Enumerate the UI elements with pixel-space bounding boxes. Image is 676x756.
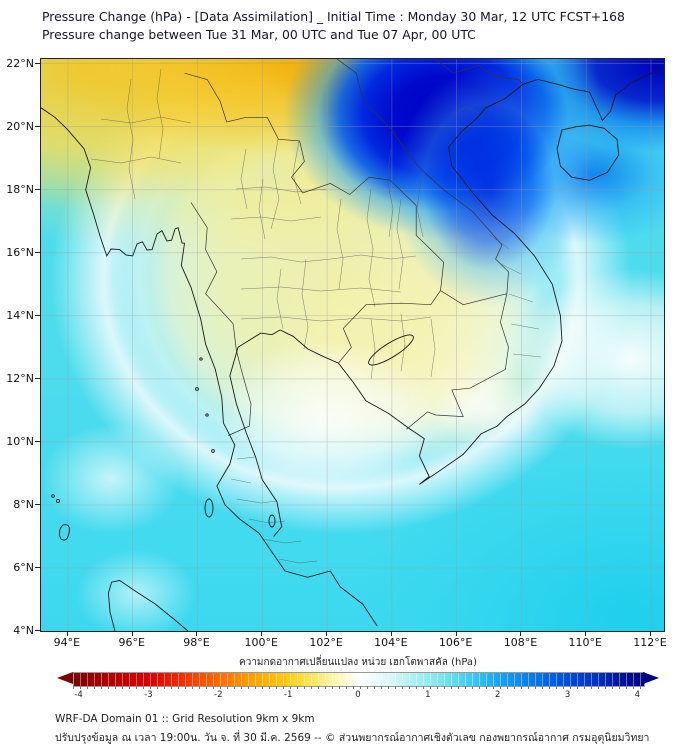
- colorbar-tick-label: 2: [494, 690, 501, 700]
- y-axis-label: 18°N: [6, 182, 34, 196]
- colorbar-left-arrow: [57, 672, 73, 684]
- colorbar-tick-label: 4: [634, 690, 641, 700]
- province-boundaries: [90, 68, 542, 564]
- x-tick: [455, 631, 457, 636]
- page-title: Pressure Change (hPa) - [Data Assimilati…: [42, 9, 625, 24]
- y-tick: [35, 188, 40, 190]
- map-overlay-svg: [41, 59, 664, 631]
- x-axis-labels: 94°E 96°E 98°E 100°E 102°E 104°E 106°E 108°E 110…: [40, 634, 667, 650]
- colorbar-tick-label: 1: [425, 690, 431, 700]
- colorbar-title: ความกดอากาศเปลี่ยนแปลง หน่วย เฮกโตพาสคัล…: [239, 657, 477, 668]
- colorbar-right-arrow: [643, 672, 659, 684]
- y-axis-label: 4°N: [13, 623, 34, 637]
- y-tick: [35, 503, 40, 505]
- y-axis-label: 22°N: [6, 56, 34, 70]
- colorbar-tick-labels: -4 -3 -2 -1 0 1 2 3 4: [73, 690, 643, 702]
- coastlines: [41, 68, 664, 631]
- graticule-gridlines: [41, 59, 664, 631]
- y-axis-label: 6°N: [13, 560, 34, 574]
- y-axis-label: 12°N: [6, 371, 34, 385]
- y-tick: [35, 377, 40, 379]
- y-tick: [35, 62, 40, 64]
- x-axis-label: 106°E: [438, 636, 473, 649]
- colorbar-tick-label: -4: [74, 690, 83, 700]
- colorbar-tick-label: -2: [214, 690, 223, 700]
- y-axis-label: 20°N: [6, 119, 34, 133]
- y-axis-label: 16°N: [6, 245, 34, 259]
- colorbar-tick-label: -1: [283, 690, 293, 700]
- x-axis-label: 112°E: [633, 636, 667, 649]
- footer-agency-info: ปรับปรุงข้อมูล ณ เวลา 19:00น. วัน จ. ที่…: [55, 732, 650, 744]
- x-axis-label: 108°E: [503, 636, 538, 649]
- x-axis-label: 104°E: [374, 636, 408, 649]
- colorbar-minor-ticks: [73, 686, 643, 689]
- y-axis-label: 14°N: [6, 308, 34, 322]
- colorbar-tick-label: 3: [564, 690, 571, 700]
- x-tick: [650, 631, 651, 636]
- x-axis-label: 96°E: [118, 636, 145, 649]
- colorbar-tick-label: 0: [355, 690, 361, 700]
- x-tick: [261, 631, 263, 636]
- x-axis-label: 98°E: [183, 636, 210, 649]
- y-axis-label: 10°N: [6, 434, 34, 448]
- y-tick: [35, 125, 40, 127]
- y-tick: [35, 314, 40, 316]
- footer-domain-info: WRF-DA Domain 01 :: Grid Resolution 9km …: [55, 713, 315, 725]
- x-axis-label: 102°E: [309, 636, 343, 649]
- x-tick: [66, 631, 68, 636]
- x-tick: [131, 631, 133, 636]
- page-subtitle: Pressure change between Tue 31 Mar, 00 U…: [42, 27, 476, 42]
- x-tick: [326, 631, 328, 636]
- x-tick: [390, 631, 392, 636]
- y-tick: [35, 251, 40, 253]
- x-tick: [520, 631, 522, 636]
- x-tick: [196, 631, 198, 636]
- x-axis-label: 110°E: [568, 636, 602, 649]
- map-plot-area: [40, 58, 665, 632]
- colorbar: [57, 672, 659, 689]
- y-tick: [35, 566, 40, 568]
- country-borders: [184, 59, 524, 436]
- y-axis-labels: 22°N 20°N 18°N 16°N 14°N 12°N 10°N 8°N 6°N 4°N: [0, 56, 34, 637]
- y-axis-label: 8°N: [13, 497, 34, 511]
- x-tick: [585, 631, 587, 636]
- pressure-change-field: [41, 59, 664, 631]
- colorbar-tick-label: -3: [144, 690, 153, 700]
- x-axis-label: 94°E: [53, 636, 81, 649]
- x-axis-label: 100°E: [244, 636, 278, 649]
- y-tick: [35, 440, 40, 442]
- colorbar-gradient: [73, 672, 645, 687]
- y-tick: [35, 629, 40, 631]
